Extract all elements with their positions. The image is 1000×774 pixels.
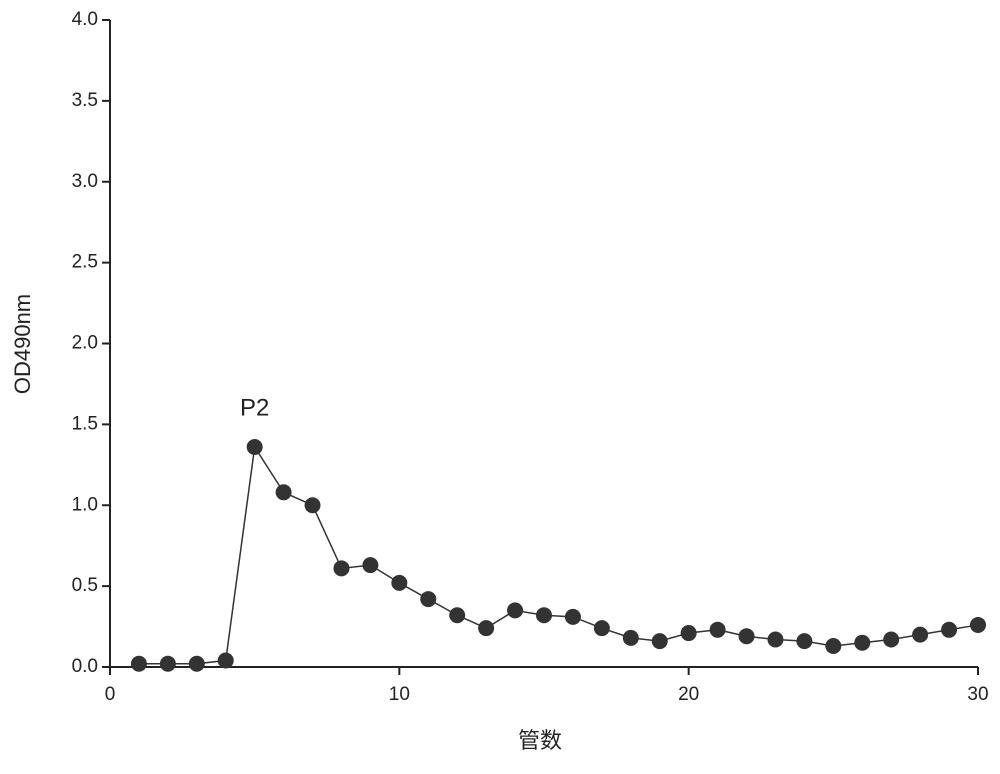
y-tick-label: 4.0 [72,9,98,30]
marker [536,607,552,624]
y-tick-label: 1.0 [72,494,98,515]
marker [391,574,408,591]
marker [420,591,437,608]
marker [159,655,176,672]
y-tick-label: 2.5 [72,252,98,273]
y-tick-label: 3.5 [72,90,98,111]
y-tick-label: 1.5 [72,413,98,434]
marker [883,631,900,648]
marker [130,655,147,672]
y-tick-label: 3.0 [72,171,98,192]
x-tick-label: 20 [678,684,699,705]
marker [246,439,263,456]
x-tick-label: 10 [389,684,410,705]
y-tick-label: 0.0 [72,656,98,677]
marker [970,616,986,633]
marker [941,621,958,638]
marker [507,602,524,619]
marker [362,557,379,574]
marker [854,634,871,651]
y-tick-label: 0.5 [72,575,98,596]
marker [709,621,726,638]
marker [304,497,321,514]
marker [333,560,350,577]
marker [217,652,234,669]
x-tick-label: 30 [967,684,988,705]
marker [478,620,495,637]
marker [564,608,581,625]
marker [622,629,639,646]
x-axis-label: 管数 [518,728,562,753]
marker [825,637,842,654]
marker [912,626,929,643]
marker [593,620,610,637]
marker [680,625,697,642]
marker [651,633,668,650]
y-tick-label: 2.0 [72,333,98,354]
line [138,444,979,665]
marker [449,607,466,624]
x-tick-label: 0 [105,684,116,705]
y-axis-label: OD490nm [10,294,35,394]
marker [188,655,205,672]
marker [767,631,784,648]
marker [275,484,292,501]
marker [738,628,755,645]
annotation: P2 [240,394,269,421]
marker [796,633,813,650]
